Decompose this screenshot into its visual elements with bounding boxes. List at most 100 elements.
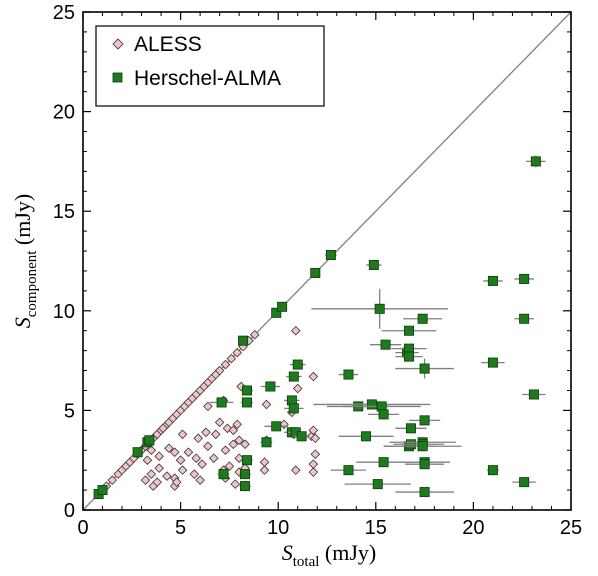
aless-point: [220, 359, 231, 370]
herschel-alma-point: [292, 359, 303, 370]
aless-point: [195, 475, 205, 485]
herschel-alma-point: [419, 487, 430, 498]
herschel-alma-point: [417, 441, 428, 452]
y-tick-label: 25: [53, 2, 75, 24]
aless-point: [183, 447, 194, 457]
y-axis-label-unit: (mJy): [10, 194, 35, 251]
aless-point: [220, 445, 231, 456]
aless-point: [261, 399, 272, 410]
aless-point: [259, 457, 270, 467]
herschel-alma-point: [419, 363, 430, 374]
aless-point: [234, 435, 244, 446]
herschel-alma-point: [144, 435, 155, 446]
legend-box: [95, 25, 325, 107]
herschel-alma-point: [419, 415, 430, 426]
aless-point: [203, 401, 213, 412]
aless-point: [310, 449, 321, 459]
aless-point: [232, 419, 242, 430]
x-tick-label: 5: [175, 517, 186, 539]
herschel-alma-point: [241, 385, 252, 396]
aless-point: [107, 475, 118, 485]
aless-point: [142, 455, 153, 465]
herschel-alma-point: [519, 477, 530, 488]
aless-point: [210, 429, 221, 440]
aless-point: [250, 329, 260, 340]
herschel-alma-point: [417, 313, 428, 324]
aless-point: [158, 423, 168, 434]
legend-label-aless: ALESS: [134, 33, 202, 56]
herschel-alma-point: [216, 397, 227, 408]
aless-point: [240, 439, 250, 450]
herschel-alma-point: [241, 397, 252, 408]
herschel-alma-point: [528, 389, 539, 400]
aless-point: [291, 325, 301, 336]
herschel-alma-point: [238, 335, 249, 346]
herschel-alma-series: [93, 155, 546, 500]
aless-point: [310, 433, 321, 444]
herschel-alma-point: [378, 409, 389, 420]
herschel-alma-point: [288, 371, 299, 382]
herschel-alma-point: [403, 351, 414, 362]
aless-point: [177, 429, 188, 440]
aless-point: [201, 427, 211, 438]
herschel-alma-point: [241, 455, 252, 466]
aless-point: [214, 417, 225, 428]
x-axis-label: Stotal (mJy): [282, 540, 377, 570]
herschel-alma-point: [310, 267, 321, 278]
y-axis-label-main: S: [10, 317, 35, 328]
aless-point: [230, 479, 241, 489]
aless-point: [226, 353, 237, 364]
aless-point: [152, 477, 162, 487]
herschel-alma-point: [288, 403, 299, 414]
herschel-alma-point: [366, 399, 377, 410]
x-axis-label-unit: (mJy): [319, 540, 376, 565]
herschel-alma-point: [419, 459, 430, 470]
aless-point: [193, 433, 203, 444]
svg-text:Scomponent (mJy): Scomponent (mJy): [10, 194, 40, 328]
x-tick-label: 10: [267, 517, 289, 539]
y-tick-label: 15: [53, 201, 75, 223]
aless-point: [308, 425, 319, 436]
aless-point: [154, 451, 164, 461]
aless-point: [232, 347, 242, 358]
aless-point: [171, 477, 182, 487]
herschel-alma-point: [271, 421, 282, 432]
herschel-alma-point: [97, 485, 108, 496]
aless-point: [189, 469, 200, 479]
herschel-alma-point: [343, 465, 354, 476]
aless-point: [291, 465, 301, 475]
herschel-alma-point: [277, 301, 288, 312]
legend-diamond-marker: [112, 38, 124, 50]
x-axis-label-subscript: total: [293, 554, 320, 570]
herschel-alma-point: [265, 381, 276, 392]
svg-text:Stotal (mJy): Stotal (mJy): [282, 540, 377, 570]
x-axis-label-main: S: [282, 540, 293, 565]
y-tick-label: 0: [64, 500, 75, 522]
herschel-alma-point: [374, 303, 385, 314]
legend-label-herschel-alma: Herschel-ALMA: [134, 67, 281, 90]
aless-point: [203, 441, 213, 452]
herschel-alma-point: [218, 469, 229, 480]
herschel-alma-point: [361, 431, 372, 442]
aless-point: [234, 453, 244, 463]
aless-point: [209, 453, 219, 463]
herschel-alma-point: [380, 339, 391, 350]
herschel-alma-point: [378, 457, 389, 468]
aless-point: [197, 459, 207, 469]
herschel-alma-point: [487, 357, 498, 368]
y-tick-label: 20: [53, 102, 75, 124]
aless-point: [259, 465, 270, 475]
y-tick-label: 10: [53, 301, 75, 323]
aless-point: [308, 459, 319, 469]
x-tick-label: 15: [365, 517, 387, 539]
plot-frame: [82, 11, 572, 511]
legend-square-marker: [112, 72, 123, 83]
aless-point: [169, 447, 180, 457]
aless-point: [140, 475, 151, 485]
herschel-alma-point: [325, 250, 336, 261]
aless-point: [146, 445, 157, 456]
herschel-alma-point: [487, 275, 498, 286]
aless-point: [146, 469, 157, 479]
herschel-alma-point: [519, 313, 530, 324]
